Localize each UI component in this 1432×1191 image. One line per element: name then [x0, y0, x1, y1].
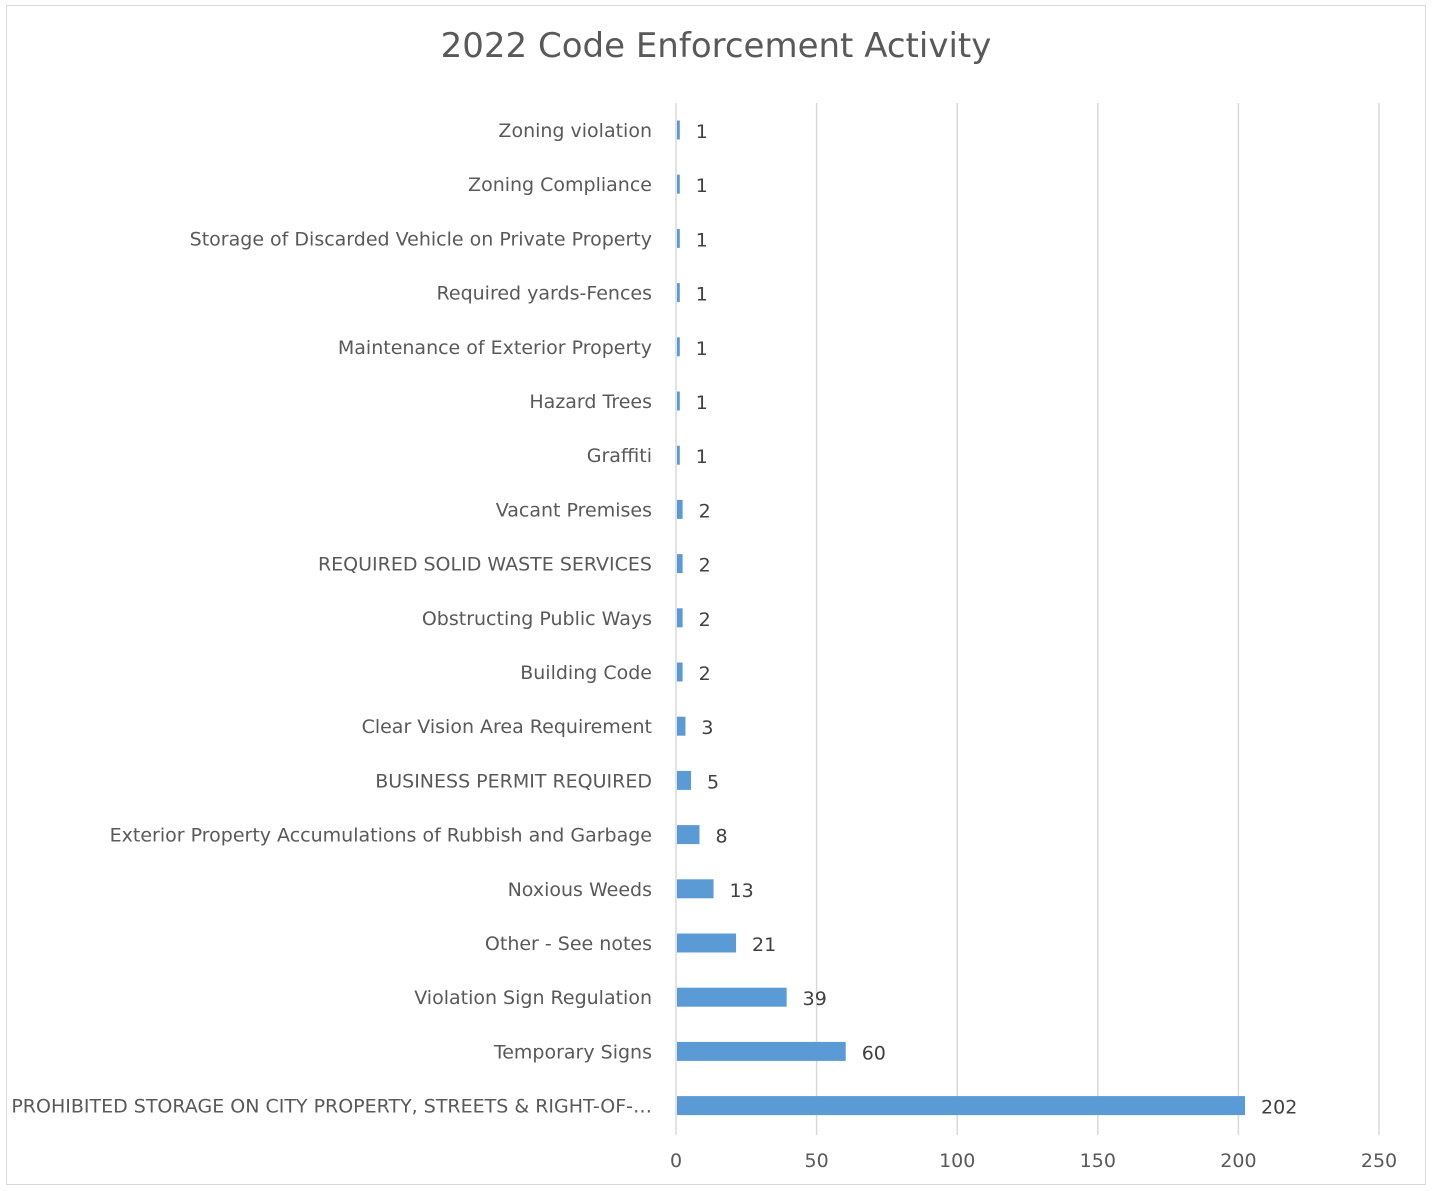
- bar: [677, 337, 680, 357]
- data-label: 2: [699, 555, 711, 577]
- bar: [677, 770, 692, 790]
- category-label: Exterior Property Accumulations of Rubbi…: [110, 825, 652, 847]
- category-label: BUSINESS PERMIT REQUIRED: [375, 770, 652, 792]
- data-label: 1: [696, 175, 708, 197]
- category-label: Violation Sign Regulation: [414, 987, 652, 1009]
- bar: [677, 879, 714, 899]
- data-label: 3: [701, 717, 713, 739]
- bar: [677, 662, 683, 682]
- bar: [677, 608, 683, 628]
- data-label: 5: [707, 771, 719, 793]
- bar: [677, 283, 680, 303]
- bar: [677, 120, 680, 140]
- category-label: PROHIBITED STORAGE ON CITY PROPERTY, STR…: [11, 1096, 652, 1118]
- data-label: 1: [696, 121, 708, 143]
- bar: [677, 174, 680, 194]
- category-label: REQUIRED SOLID WASTE SERVICES: [318, 554, 652, 576]
- x-tick-label: 100: [939, 1150, 975, 1172]
- data-label: 202: [1261, 1097, 1297, 1119]
- bar: [677, 445, 680, 465]
- bar: [677, 987, 787, 1007]
- category-label: Required yards-Fences: [437, 283, 652, 305]
- x-tick-label: 50: [805, 1150, 829, 1172]
- data-label: 1: [696, 446, 708, 468]
- category-label: Storage of Discarded Vehicle on Private …: [190, 228, 652, 250]
- data-label: 21: [752, 934, 776, 956]
- data-label: 2: [699, 500, 711, 522]
- bar: [677, 554, 683, 574]
- category-label: Vacant Premises: [496, 499, 652, 521]
- category-label: Other - See notes: [485, 933, 652, 955]
- x-tick-label: 250: [1361, 1150, 1397, 1172]
- bar: [677, 825, 700, 845]
- data-label: 2: [699, 663, 711, 685]
- category-label: Obstructing Public Ways: [422, 608, 652, 630]
- category-label: Temporary Signs: [493, 1041, 652, 1063]
- category-label: Zoning violation: [498, 120, 652, 142]
- data-label: 39: [803, 988, 827, 1010]
- bar: [677, 228, 680, 248]
- category-label: Hazard Trees: [529, 391, 652, 413]
- category-label: Maintenance of Exterior Property: [338, 337, 652, 359]
- bar: [677, 499, 683, 519]
- data-label: 1: [696, 392, 708, 414]
- bar: [677, 391, 680, 411]
- bar: [677, 1096, 1246, 1116]
- data-label: 8: [715, 826, 727, 848]
- x-tick-label: 0: [670, 1150, 682, 1172]
- data-label: 1: [696, 338, 708, 360]
- bar: [677, 933, 737, 953]
- category-label: Zoning Compliance: [468, 174, 652, 196]
- data-label: 2: [699, 609, 711, 631]
- bar: [677, 1041, 846, 1061]
- data-label: 1: [696, 284, 708, 306]
- x-tick-label: 150: [1080, 1150, 1116, 1172]
- category-label: Noxious Weeds: [508, 879, 652, 901]
- category-label: Building Code: [520, 662, 652, 684]
- category-label: Clear Vision Area Requirement: [362, 716, 652, 738]
- data-label: 1: [696, 229, 708, 251]
- category-label: Graffiti: [587, 445, 652, 467]
- data-label: 60: [862, 1042, 886, 1064]
- bar: [677, 716, 686, 736]
- x-tick-label: 200: [1220, 1150, 1256, 1172]
- data-label: 13: [730, 880, 754, 902]
- chart-title: 2022 Code Enforcement Activity: [440, 26, 992, 66]
